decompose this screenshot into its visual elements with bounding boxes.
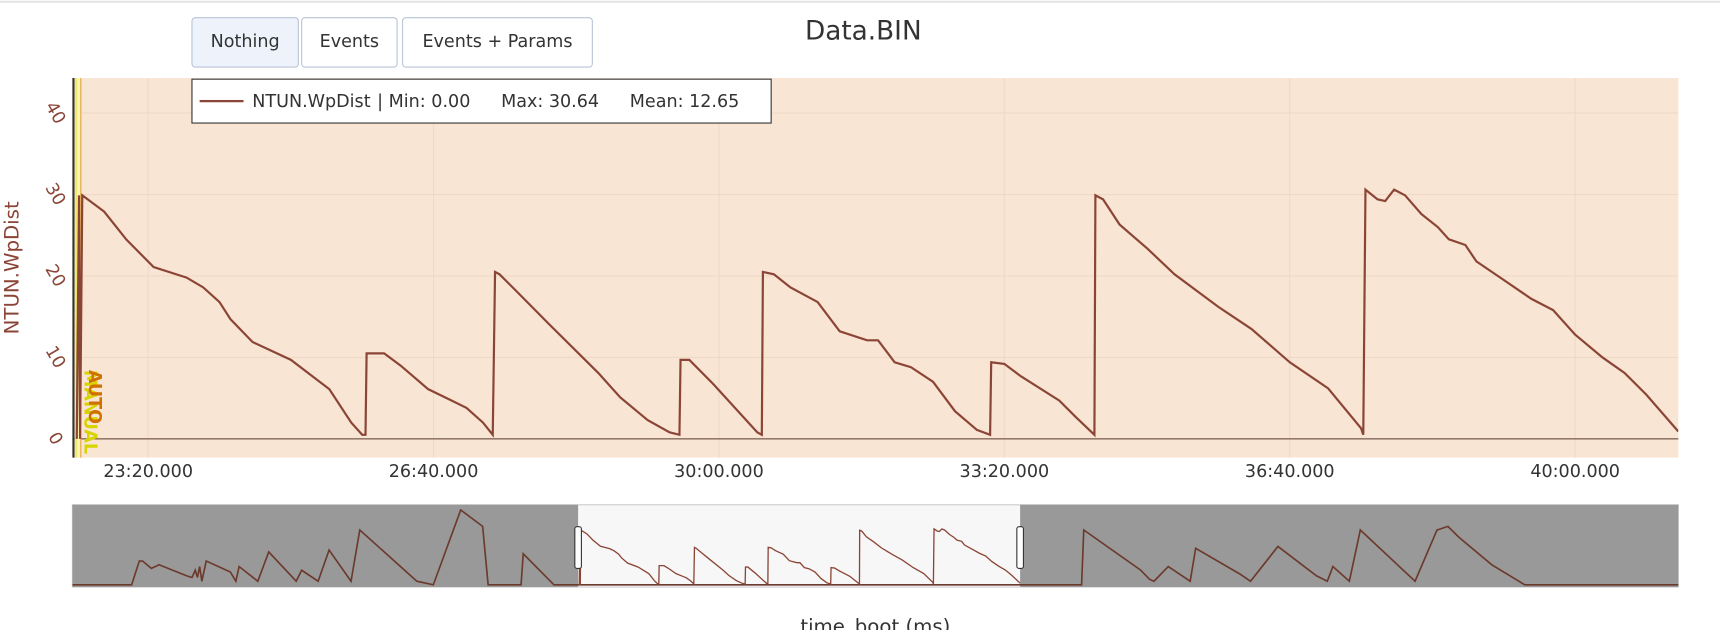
legend-stat: Mean: 12.65 (630, 92, 740, 112)
y-tick-label: 20 (41, 261, 69, 290)
legend-text: NTUN.WpDist | Min: 0.00 Max: 30.64 Mean: 12… (252, 92, 739, 112)
x-tick-label: 36:40.000 (1245, 462, 1335, 482)
legend-stat: | Min: 0.00 (377, 92, 470, 112)
x-tick-label: 26:40.000 (389, 462, 479, 482)
mode-label: AUTO (84, 370, 104, 424)
slider-mask-left (72, 504, 579, 588)
slider-handle[interactable] (1016, 526, 1024, 569)
y-axis-title: NTUN.WpDist (1, 201, 24, 334)
button-bg[interactable] (301, 17, 398, 68)
x-axis-title: time_boot (ms) (800, 615, 950, 630)
data-line (75, 187, 1679, 439)
overview-line (72, 508, 1679, 586)
button-bg[interactable] (402, 17, 593, 68)
y-tick-label: 40 (41, 98, 69, 127)
slider-mask-right (1020, 504, 1679, 588)
mode-label: MANUAL (79, 370, 99, 454)
legend-box (191, 78, 772, 124)
x-tick-label: 40:00.000 (1530, 462, 1620, 482)
x-tick-label: 30:00.000 (674, 462, 764, 482)
button-label[interactable]: Events (320, 32, 379, 52)
legend-name: NTUN.WpDist (252, 92, 370, 112)
chart-title: Data.BIN (805, 16, 922, 46)
mode-button[interactable]: Events (301, 17, 398, 68)
x-tick-label: 33:20.000 (960, 462, 1050, 482)
plot-bg (72, 78, 1679, 458)
y-tick-label: 30 (41, 180, 69, 209)
slider-handle[interactable] (574, 526, 582, 569)
button-label[interactable]: Events + Params (422, 32, 572, 52)
button-bg[interactable] (191, 17, 299, 68)
overview-window-line (578, 527, 1021, 586)
button-label[interactable]: Nothing (211, 32, 280, 52)
y-tick-label: 0 (43, 429, 66, 449)
y-tick-label: 10 (41, 343, 69, 372)
x-tick-label: 23:20.000 (103, 462, 193, 482)
mode-button[interactable]: Nothing (191, 17, 299, 68)
legend-stat: Max: 30.64 (501, 92, 599, 112)
mode-button[interactable]: Events + Params (402, 17, 593, 68)
